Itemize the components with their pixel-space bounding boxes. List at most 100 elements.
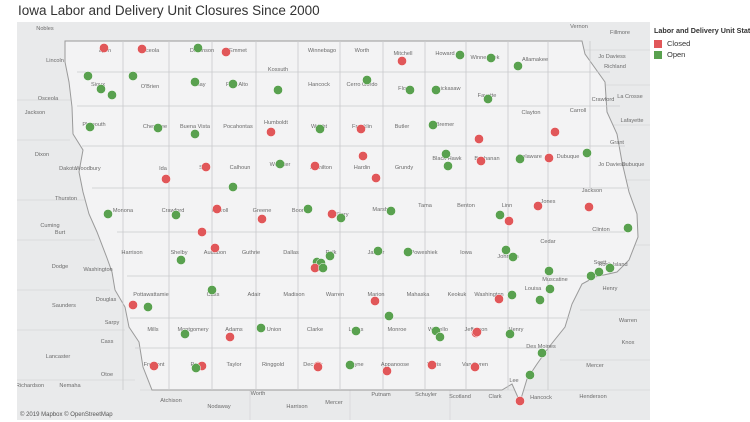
- open-hospital-marker[interactable]: [107, 90, 117, 100]
- closed-hospital-marker[interactable]: [476, 156, 486, 166]
- open-hospital-marker[interactable]: [495, 210, 505, 220]
- open-hospital-marker[interactable]: [515, 154, 525, 164]
- open-hospital-marker[interactable]: [403, 247, 413, 257]
- open-hospital-marker[interactable]: [191, 363, 201, 373]
- closed-hospital-marker[interactable]: [327, 209, 337, 219]
- closed-hospital-marker[interactable]: [210, 243, 220, 253]
- open-hospital-marker[interactable]: [384, 311, 394, 321]
- closed-hospital-marker[interactable]: [128, 300, 138, 310]
- closed-hospital-marker[interactable]: [427, 360, 437, 370]
- closed-hospital-marker[interactable]: [550, 127, 560, 137]
- closed-hospital-marker[interactable]: [544, 153, 554, 163]
- open-hospital-marker[interactable]: [582, 148, 592, 158]
- open-hospital-marker[interactable]: [525, 370, 535, 380]
- closed-hospital-marker[interactable]: [371, 173, 381, 183]
- open-hospital-marker[interactable]: [143, 302, 153, 312]
- closed-hospital-marker[interactable]: [137, 44, 147, 54]
- closed-hospital-marker[interactable]: [515, 396, 525, 406]
- open-hospital-marker[interactable]: [351, 326, 361, 336]
- open-hospital-marker[interactable]: [505, 329, 515, 339]
- open-hospital-marker[interactable]: [435, 332, 445, 342]
- county-label: Harrison: [121, 250, 142, 256]
- closed-hospital-marker[interactable]: [310, 161, 320, 171]
- open-hospital-marker[interactable]: [513, 61, 523, 71]
- closed-hospital-marker[interactable]: [474, 134, 484, 144]
- open-hospital-marker[interactable]: [405, 85, 415, 95]
- open-hospital-marker[interactable]: [190, 77, 200, 87]
- map-attribution[interactable]: © 2019 Mapbox © OpenStreetMap: [20, 412, 113, 418]
- open-hospital-marker[interactable]: [228, 182, 238, 192]
- open-hospital-marker[interactable]: [623, 223, 633, 233]
- closed-hospital-marker[interactable]: [149, 361, 159, 371]
- open-hospital-marker[interactable]: [605, 263, 615, 273]
- open-hospital-marker[interactable]: [190, 129, 200, 139]
- open-hospital-marker[interactable]: [85, 122, 95, 132]
- open-hospital-marker[interactable]: [428, 120, 438, 130]
- closed-hospital-marker[interactable]: [212, 204, 222, 214]
- closed-hospital-marker[interactable]: [197, 227, 207, 237]
- open-hospital-marker[interactable]: [207, 285, 217, 295]
- closed-hospital-marker[interactable]: [504, 216, 514, 226]
- open-hospital-marker[interactable]: [228, 79, 238, 89]
- closed-hospital-marker[interactable]: [533, 201, 543, 211]
- open-hospital-marker[interactable]: [501, 245, 511, 255]
- open-hospital-marker[interactable]: [273, 85, 283, 95]
- closed-hospital-marker[interactable]: [382, 366, 392, 376]
- closed-hospital-marker[interactable]: [99, 43, 109, 53]
- open-hospital-marker[interactable]: [315, 124, 325, 134]
- closed-hospital-marker[interactable]: [584, 202, 594, 212]
- open-hospital-marker[interactable]: [486, 53, 496, 63]
- open-hospital-marker[interactable]: [443, 161, 453, 171]
- open-hospital-marker[interactable]: [586, 271, 596, 281]
- legend-item-open[interactable]: Open: [654, 49, 750, 60]
- open-hospital-marker[interactable]: [180, 329, 190, 339]
- open-hospital-marker[interactable]: [508, 252, 518, 262]
- closed-hospital-marker[interactable]: [356, 124, 366, 134]
- open-hospital-marker[interactable]: [193, 43, 203, 53]
- open-hospital-marker[interactable]: [325, 251, 335, 261]
- open-hospital-marker[interactable]: [545, 284, 555, 294]
- open-hospital-marker[interactable]: [176, 255, 186, 265]
- open-hospital-marker[interactable]: [128, 71, 138, 81]
- open-hospital-marker[interactable]: [544, 266, 554, 276]
- open-hospital-marker[interactable]: [483, 94, 493, 104]
- open-hospital-marker[interactable]: [507, 290, 517, 300]
- closed-hospital-marker[interactable]: [397, 56, 407, 66]
- closed-hospital-marker[interactable]: [201, 162, 211, 172]
- closed-hospital-marker[interactable]: [494, 294, 504, 304]
- closed-hospital-marker[interactable]: [161, 174, 171, 184]
- open-hospital-marker[interactable]: [96, 84, 106, 94]
- closed-hospital-marker[interactable]: [257, 214, 267, 224]
- open-hospital-marker[interactable]: [535, 295, 545, 305]
- closed-hospital-marker[interactable]: [370, 296, 380, 306]
- open-hospital-marker[interactable]: [171, 210, 181, 220]
- open-hospital-marker[interactable]: [386, 206, 396, 216]
- open-hospital-marker[interactable]: [455, 50, 465, 60]
- closed-hospital-marker[interactable]: [313, 362, 323, 372]
- open-hospital-marker[interactable]: [537, 348, 547, 358]
- open-hospital-marker[interactable]: [336, 213, 346, 223]
- open-hospital-marker[interactable]: [373, 246, 383, 256]
- closed-hospital-marker[interactable]: [221, 47, 231, 57]
- open-hospital-marker[interactable]: [362, 75, 372, 85]
- open-hospital-marker[interactable]: [594, 267, 604, 277]
- map-canvas[interactable]: LyonOsceolaDickinsonEmmetWinnebagoWorthM…: [17, 22, 650, 420]
- closed-hospital-marker[interactable]: [472, 327, 482, 337]
- hospital-markers[interactable]: [83, 43, 633, 406]
- open-hospital-marker[interactable]: [153, 123, 163, 133]
- legend-item-closed[interactable]: Closed: [654, 38, 750, 49]
- open-hospital-marker[interactable]: [431, 85, 441, 95]
- closed-hospital-marker[interactable]: [266, 127, 276, 137]
- open-hospital-marker[interactable]: [103, 209, 113, 219]
- iowa-county-map[interactable]: LyonOsceolaDickinsonEmmetWinnebagoWorthM…: [17, 22, 650, 420]
- open-hospital-marker[interactable]: [303, 204, 313, 214]
- closed-hospital-marker[interactable]: [470, 362, 480, 372]
- closed-hospital-marker[interactable]: [225, 332, 235, 342]
- open-hospital-marker[interactable]: [256, 323, 266, 333]
- closed-hospital-marker[interactable]: [358, 151, 368, 161]
- open-hospital-marker[interactable]: [441, 149, 451, 159]
- open-hospital-marker[interactable]: [83, 71, 93, 81]
- open-hospital-marker[interactable]: [345, 360, 355, 370]
- open-hospital-marker[interactable]: [275, 159, 285, 169]
- open-hospital-marker[interactable]: [318, 263, 328, 273]
